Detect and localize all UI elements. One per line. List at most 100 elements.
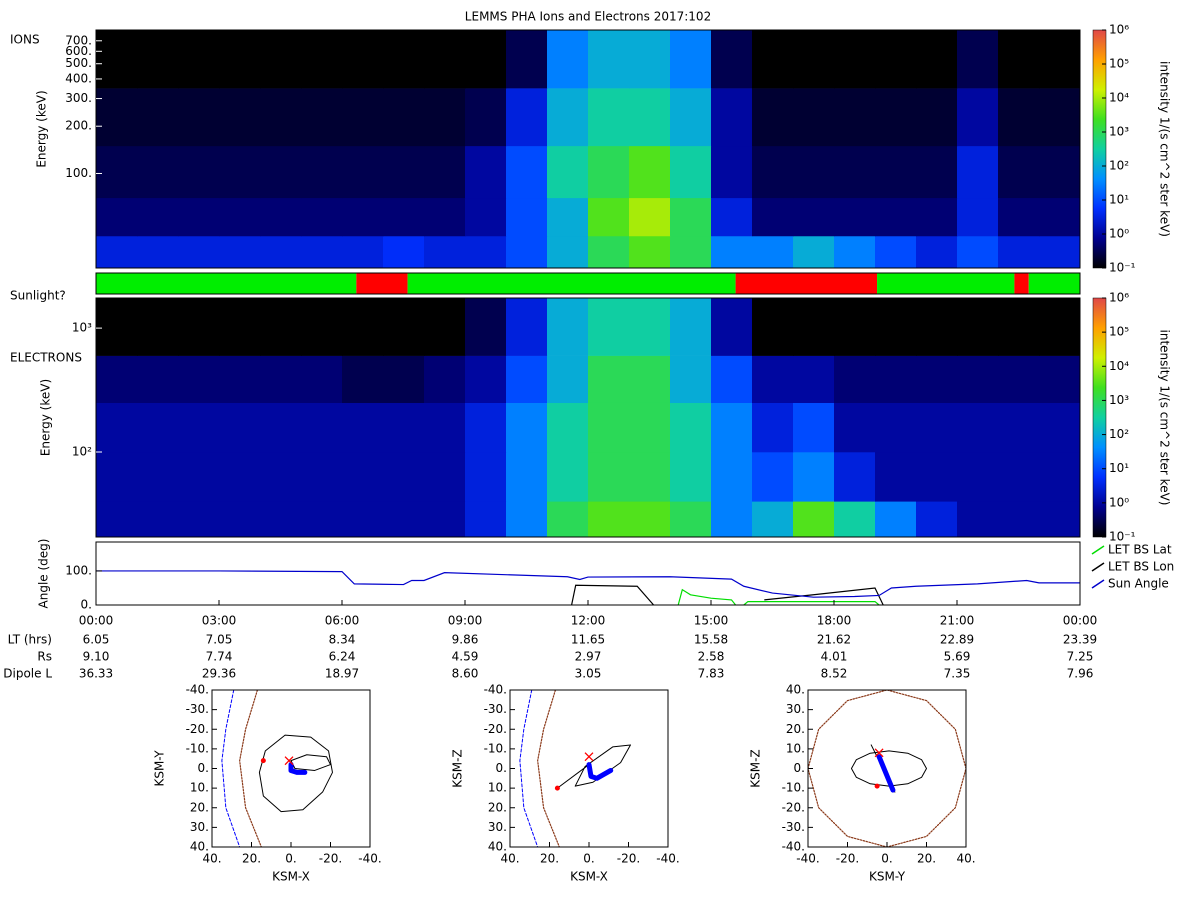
- heatmap-cell: [1039, 235, 1081, 269]
- y-tick-label: 100.: [65, 166, 92, 180]
- heatmap-cell: [957, 298, 999, 356]
- ephemeris-value: 6.05: [83, 633, 110, 647]
- heatmap-cell: [137, 145, 179, 199]
- heatmap-cell: [547, 355, 589, 403]
- y-tick-label: 200.: [65, 119, 92, 133]
- x-tick-label: 00:00: [1063, 614, 1098, 628]
- series-line: [571, 584, 884, 606]
- heatmap-cell: [916, 30, 958, 89]
- series-line: [677, 588, 880, 606]
- ephemeris-value: 21.62: [817, 633, 851, 647]
- heatmap-cell: [506, 197, 548, 237]
- heatmap-cell: [629, 30, 671, 89]
- chart-title: LEMMS PHA Ions and Electrons 2017:102: [465, 10, 711, 24]
- heatmap-cell: [260, 197, 302, 237]
- heatmap-cell: [916, 197, 958, 237]
- heatmap-cell: [1039, 145, 1081, 199]
- orbit-curve: [556, 764, 590, 789]
- heatmap-cell: [301, 451, 343, 502]
- colorbar-tick-label: 10⁻¹: [1109, 530, 1136, 544]
- heatmap-cell: [342, 30, 384, 89]
- heatmap-cell: [875, 145, 917, 199]
- ephemeris-value: 18.97: [325, 667, 359, 681]
- legend-swatch: [1091, 562, 1105, 572]
- heatmap-cell: [998, 30, 1040, 89]
- heatmap-cell: [506, 88, 548, 147]
- heatmap-cell: [383, 235, 425, 269]
- heatmap-cell: [629, 235, 671, 269]
- heatmap-cell: [670, 30, 712, 89]
- heatmap-cell: [301, 88, 343, 147]
- legend-label: Sun Angle: [1108, 577, 1169, 591]
- ephemeris-label: LT (hrs): [8, 633, 52, 647]
- heatmap-cell: [342, 355, 384, 403]
- x-tick-label: 12:00: [571, 614, 606, 628]
- heatmap-cell: [178, 501, 220, 538]
- y-tick-label: -40.: [782, 840, 805, 854]
- heatmap-cell: [670, 88, 712, 147]
- x-axis-label: KSM-Y: [869, 870, 906, 884]
- colorbar-tick-label: 10⁶: [1109, 291, 1129, 305]
- heatmap-cell: [383, 355, 425, 403]
- heatmap-cell: [752, 197, 794, 237]
- heatmap-cell: [342, 197, 384, 237]
- heatmap-cell: [301, 235, 343, 269]
- ephemeris-value: 7.96: [1067, 667, 1094, 681]
- heatmap-cell: [178, 197, 220, 237]
- heatmap-cell: [834, 30, 876, 89]
- y-tick-label: -30.: [782, 820, 805, 834]
- colorbar-tick-label: 10¹: [1109, 193, 1129, 207]
- heatmap-cell: [1039, 501, 1081, 538]
- heatmap-cell: [137, 30, 179, 89]
- heatmap-cell: [137, 355, 179, 403]
- y-axis-label: KSM-Z: [451, 749, 465, 787]
- heatmap-cell: [260, 355, 302, 403]
- heatmap-cell: [96, 298, 138, 356]
- heatmap-cell: [547, 451, 589, 502]
- y-tick-label: -30.: [484, 702, 507, 716]
- colorbar-tick-label: 10³: [1109, 393, 1129, 407]
- orbit-curve: [258, 734, 333, 813]
- y-tick-label: 30.: [190, 820, 209, 834]
- heatmap-cell: [834, 451, 876, 502]
- heatmap-cell: [793, 197, 835, 237]
- heatmap-cell: [711, 235, 753, 269]
- heatmap-cell: [957, 30, 999, 89]
- heatmap-cell: [629, 451, 671, 502]
- heatmap-cell: [424, 145, 466, 199]
- heatmap-cell: [916, 88, 958, 147]
- heatmap-cell: [383, 298, 425, 356]
- y-tick-label: -20.: [186, 722, 209, 736]
- colorbar-tick-label: 10⁵: [1109, 57, 1129, 71]
- x-tick-label: 20.: [540, 852, 559, 866]
- heatmap-cell: [465, 355, 507, 403]
- panel-bg: [96, 542, 1080, 605]
- heatmap-cell: [547, 88, 589, 147]
- heatmap-cell: [793, 235, 835, 269]
- ephemeris-value: 4.59: [452, 650, 479, 664]
- heatmap-cell: [957, 88, 999, 147]
- heatmap-cell: [219, 88, 261, 147]
- heatmap-cell: [342, 235, 384, 269]
- orbit-curve: [586, 762, 614, 781]
- heatmap-cell: [301, 197, 343, 237]
- heatmap-cell: [383, 88, 425, 147]
- colorbar-tick-label: 10³: [1109, 125, 1129, 139]
- heatmap-cell: [383, 30, 425, 89]
- heatmap-cell: [752, 451, 794, 502]
- heatmap-cell: [383, 501, 425, 538]
- heatmap-cell: [588, 197, 630, 237]
- heatmap-cell: [998, 451, 1040, 502]
- heatmap-cell: [424, 88, 466, 147]
- heatmap-cell: [957, 235, 999, 269]
- heatmap-cell: [137, 88, 179, 147]
- heatmap-cell: [301, 355, 343, 403]
- heatmap-cell: [875, 197, 917, 237]
- y-tick-label: 0.: [198, 761, 209, 775]
- heatmap-cell: [916, 402, 958, 453]
- heatmap-cell: [998, 145, 1040, 199]
- heatmap-cell: [752, 145, 794, 199]
- x-tick-label: -40.: [656, 852, 679, 866]
- heatmap-cell: [711, 30, 753, 89]
- x-tick-label: 09:00: [448, 614, 483, 628]
